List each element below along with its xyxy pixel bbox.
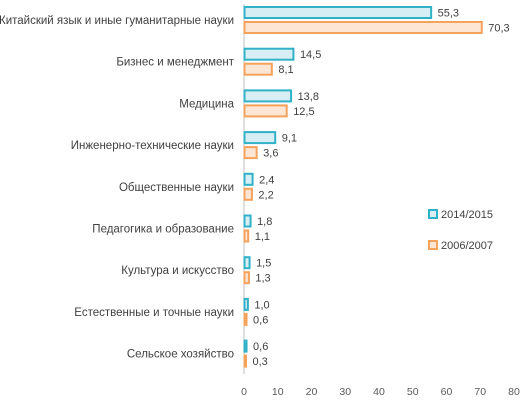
category-labels: Китайский язык и иные гуманитарные науки…	[0, 15, 235, 361]
data-label: 12,5	[293, 106, 314, 118]
category-label: Инженерно-технические науки	[71, 140, 234, 152]
legend-swatch	[428, 209, 438, 219]
x-tick-label: 50	[407, 386, 419, 398]
bar	[243, 6, 433, 19]
bar	[243, 214, 252, 228]
data-label: 8,1	[278, 64, 293, 76]
data-label: 14,5	[300, 49, 321, 61]
x-tick-label: 40	[373, 386, 385, 398]
data-label: 70,3	[488, 23, 509, 35]
bar	[243, 21, 483, 34]
bar	[243, 187, 253, 201]
data-label: 9,1	[282, 133, 297, 145]
data-label: 3,6	[263, 148, 278, 160]
data-label: 55,3	[438, 8, 459, 20]
data-label: 0,3	[253, 356, 268, 368]
category-label: Бизнес и менеджмент	[116, 57, 234, 69]
data-label: 0,6	[253, 314, 268, 326]
bar	[243, 131, 277, 145]
x-tick-label: 30	[339, 386, 351, 398]
data-label: 1,0	[254, 299, 269, 311]
bar	[243, 271, 250, 285]
data-label: 1,1	[255, 231, 270, 243]
category-label: Медицина	[179, 98, 234, 110]
value-labels: 55,3 70,3 14,5 8,1 13,8 12,5 9,1 3,6 2,4 2,2 1,8 1,…	[253, 8, 510, 369]
data-label: 1,8	[257, 216, 272, 228]
x-tick-label: 80	[508, 386, 520, 398]
bar	[243, 89, 293, 103]
category-label: Общественные науки	[119, 182, 234, 194]
data-label: 1,5	[256, 258, 271, 270]
legend: 2014/2015 2006/2007	[428, 209, 493, 252]
legend-swatch	[428, 240, 438, 250]
legend-label: 2014/2015	[441, 209, 493, 221]
data-label: 2,4	[259, 174, 274, 186]
x-tick-label: 60	[441, 386, 453, 398]
category-label: Педагогика и образование	[92, 224, 234, 236]
category-label: Сельское хозяйство	[127, 349, 234, 361]
category-label: Культура и искусство	[121, 265, 234, 277]
x-axis: 0 10 20 30 40 50 60 70 80	[241, 4, 520, 398]
data-label: 13,8	[298, 91, 319, 103]
bar	[243, 146, 258, 160]
legend-label: 2006/2007	[441, 240, 493, 252]
data-label: 2,2	[258, 189, 273, 201]
bar	[243, 172, 254, 186]
x-tick-label: 0	[241, 386, 247, 398]
x-tick-label: 10	[272, 386, 284, 398]
bar	[243, 104, 288, 118]
category-label: Естественные и точные науки	[74, 307, 234, 319]
x-tick-label: 20	[306, 386, 318, 398]
bar	[243, 62, 273, 76]
bar	[243, 256, 251, 270]
bar	[243, 229, 250, 243]
bars	[243, 6, 483, 368]
bar	[243, 47, 295, 61]
bar	[243, 339, 248, 353]
bar	[243, 297, 249, 311]
data-label: 1,3	[255, 273, 270, 285]
bar	[243, 312, 248, 326]
data-label: 0,6	[253, 341, 268, 353]
bar	[243, 354, 247, 368]
x-tick-label: 70	[474, 386, 486, 398]
category-label: Китайский язык и иные гуманитарные науки	[0, 15, 234, 27]
